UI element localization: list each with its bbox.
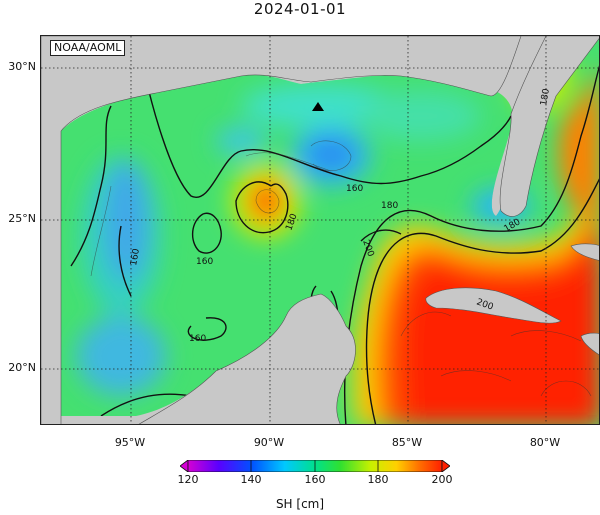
lon-label: 85°W	[391, 436, 423, 449]
colorbar-tick: 180	[367, 473, 389, 486]
credit-label: NOAA/AOML	[50, 40, 126, 56]
station-marker-icon	[312, 102, 324, 111]
lat-label: 25°N	[8, 212, 36, 225]
contour-label: 160	[346, 184, 363, 194]
colorbar-min-arrow-icon	[180, 460, 189, 472]
sea-height-map: 160 160 160 160 180 180 180 200 180 200	[40, 35, 600, 425]
map-title: 2024-01-01	[253, 0, 347, 18]
contour-label: 160	[129, 248, 142, 267]
lon-label: 95°W	[114, 436, 146, 449]
lon-label: 90°W	[253, 436, 285, 449]
colorbar-tick: 160	[304, 473, 326, 486]
lon-label: 80°W	[529, 436, 561, 449]
landmasses	[41, 36, 599, 424]
contour-label: 160	[196, 257, 213, 267]
grid-lines	[41, 36, 599, 424]
lat-label: 30°N	[8, 60, 36, 73]
contour-label: 180	[381, 201, 398, 211]
colorbar-tick: 120	[177, 473, 199, 486]
colorbar-label: SH [cm]	[275, 497, 325, 511]
colorbar-tick: 140	[240, 473, 262, 486]
colorbar	[180, 460, 450, 472]
colorbar-max-arrow-icon	[441, 460, 450, 472]
lat-label: 20°N	[8, 361, 36, 374]
map-svg: 160 160 160 160 180 180 180 200 180 200	[41, 36, 599, 424]
colorbar-tick: 200	[431, 473, 453, 486]
contour-label: 160	[189, 334, 206, 344]
contour-label: 180	[539, 88, 552, 107]
